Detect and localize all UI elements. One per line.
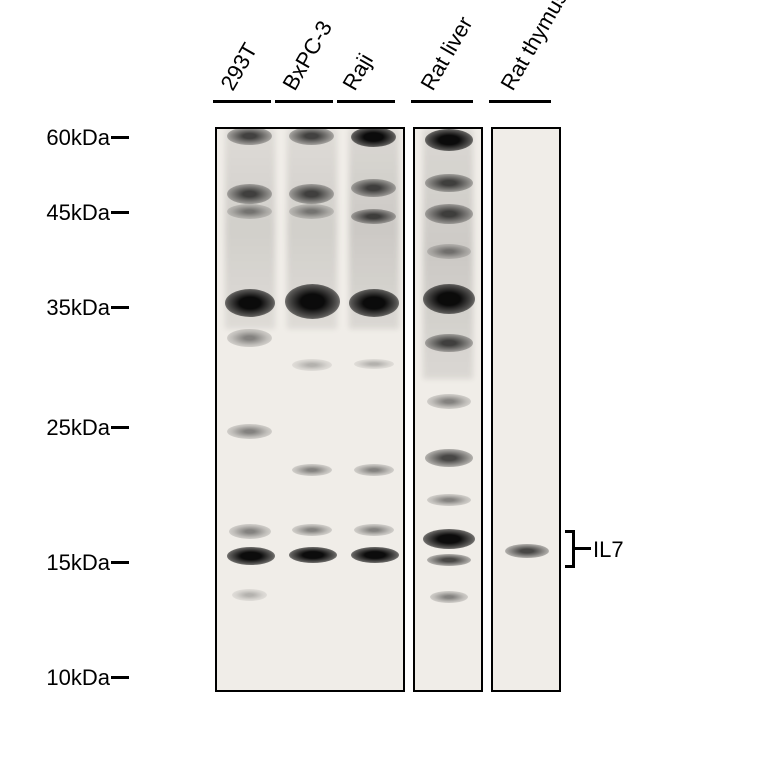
band: [349, 289, 399, 317]
lane-label-rat-thymus: Rat thymus: [495, 0, 573, 95]
band: [427, 494, 471, 506]
band: [229, 524, 271, 539]
blot-panel-3: [491, 127, 561, 692]
bracket-connector: [575, 547, 591, 550]
band: [227, 127, 272, 145]
band: [289, 184, 334, 204]
band: [425, 129, 473, 151]
band: [227, 329, 272, 347]
band: [227, 424, 272, 439]
band-target: [227, 547, 275, 565]
mw-tick: [111, 211, 129, 214]
lane-labels-group: 293T BxPC-3 Raji Rat liver Rat thymus: [210, 25, 680, 105]
band: [425, 449, 473, 467]
band: [425, 334, 473, 352]
band: [227, 184, 272, 204]
band: [430, 591, 468, 603]
target-bracket: [565, 530, 575, 568]
mw-tick: [111, 426, 129, 429]
lane-label-bxpc3: BxPC-3: [277, 16, 337, 95]
band: [292, 464, 332, 476]
mw-label-25: 25kDa: [20, 415, 110, 441]
band: [225, 289, 275, 317]
band: [427, 244, 471, 259]
band: [427, 554, 471, 566]
mw-tick: [111, 306, 129, 309]
band: [425, 204, 473, 224]
lane-underline: [411, 100, 473, 103]
band: [425, 174, 473, 192]
band: [232, 589, 267, 601]
band-target: [351, 547, 399, 563]
band: [351, 209, 396, 224]
mw-tick: [111, 136, 129, 139]
target-protein-label: IL7: [593, 537, 624, 563]
lane-underline: [275, 100, 333, 103]
band: [354, 524, 394, 536]
band: [354, 464, 394, 476]
band: [427, 394, 471, 409]
lane-underline: [489, 100, 551, 103]
lane-label-rat-liver: Rat liver: [415, 12, 478, 95]
band: [292, 359, 332, 371]
mw-label-35: 35kDa: [20, 295, 110, 321]
blot-panel-1: [215, 127, 405, 692]
mw-label-15: 15kDa: [20, 550, 110, 576]
band: [351, 127, 396, 147]
mw-tick: [111, 676, 129, 679]
mw-label-60: 60kDa: [20, 125, 110, 151]
band-target: [423, 529, 475, 549]
band: [351, 179, 396, 197]
mw-tick: [111, 561, 129, 564]
blot-panel-2: [413, 127, 483, 692]
band-target: [289, 547, 337, 563]
band: [292, 524, 332, 536]
lane-label-293t: 293T: [215, 39, 263, 95]
mw-label-10: 10kDa: [20, 665, 110, 691]
western-blot-figure: 293T BxPC-3 Raji Rat liver Rat thymus 60…: [100, 40, 700, 720]
lane-underline: [337, 100, 395, 103]
mw-label-45: 45kDa: [20, 200, 110, 226]
lane-label-raji: Raji: [337, 49, 378, 95]
band: [285, 284, 340, 319]
band: [423, 284, 475, 314]
band: [289, 204, 334, 219]
band: [354, 359, 394, 369]
band-target: [505, 544, 549, 558]
blot-panels-area: IL7: [215, 135, 595, 695]
band: [227, 204, 272, 219]
band: [289, 127, 334, 145]
lane-underline: [213, 100, 271, 103]
